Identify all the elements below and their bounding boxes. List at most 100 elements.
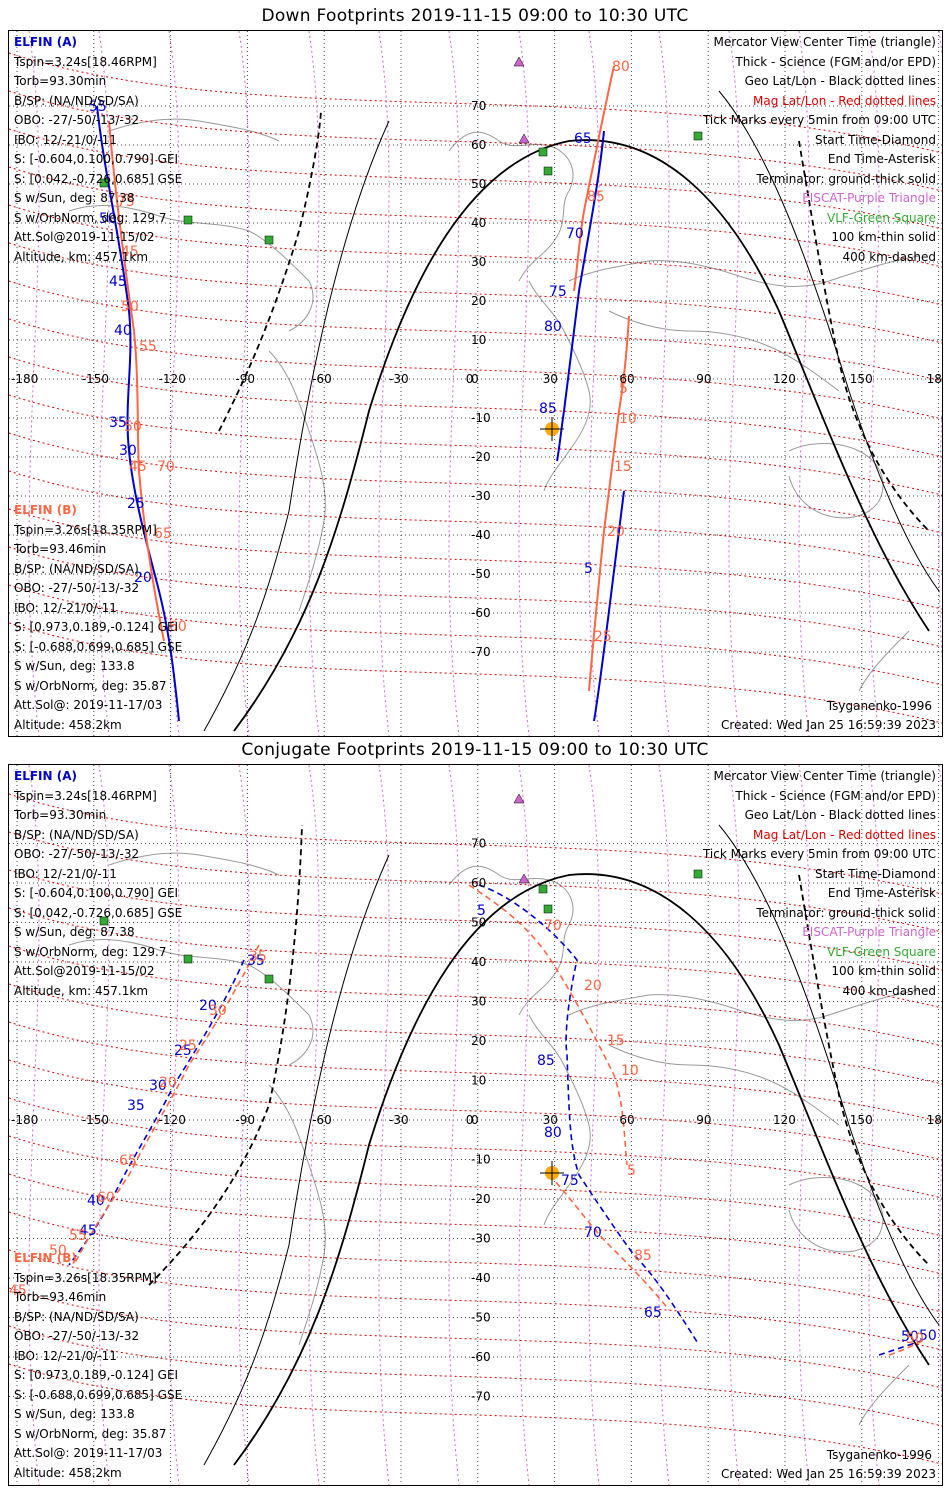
- lon-tick-label: 90: [696, 1113, 711, 1127]
- eiscat-markers: [513, 56, 530, 144]
- lat-tick-label: 50: [471, 916, 486, 930]
- lat-tick-label: 70: [471, 99, 486, 113]
- elfin-a-tick-label: 20: [199, 998, 217, 1014]
- lon-tick-label: 150: [850, 1113, 873, 1127]
- elfin-a-tick-label: 5: [584, 561, 593, 577]
- elfin-a-tick-label: 85: [539, 401, 557, 417]
- model-label: Tsyganenko-1996: [826, 699, 932, 713]
- lon-tick-label: 30: [543, 372, 558, 386]
- lat-tick-label: 60: [471, 876, 486, 890]
- elfin-a-tick-label: 80: [544, 1125, 562, 1141]
- elfin-a-tick-label: 20: [134, 570, 152, 586]
- legend-entry: Mercator View Center Time (triangle): [713, 35, 936, 49]
- info-line: Altitude, km: 457.1km: [14, 983, 149, 998]
- elfin-a-tick-label: 50: [99, 211, 117, 227]
- info-line: OBO: -27/-50/-13/-32: [14, 581, 140, 595]
- info-line: IBO: 12/-21/0/-11: [14, 1348, 117, 1363]
- elfin-a-tick-label: 30: [119, 443, 137, 459]
- lon-tick-label: -90: [235, 1113, 255, 1127]
- info-line: S: [0.973,0.189,-0.124] GEI: [14, 620, 179, 634]
- info-line: Tspin=3.26s[18.35RPM]: [14, 522, 157, 537]
- elfin-b-tick-label: 50: [124, 419, 142, 435]
- info-line: S w/OrbNorm, deg: 35.87: [14, 678, 167, 693]
- elfin-b-tick-label: 65: [154, 526, 172, 542]
- lat-tick-label: 40: [471, 955, 486, 969]
- legend-entry: Start Time-Diamond: [814, 866, 936, 881]
- elfin-b-tick-label: 65: [119, 1153, 137, 1169]
- lon-tick-label: -60: [312, 1113, 332, 1127]
- legend-entry: Geo Lat/Lon - Black dotted lines: [744, 808, 936, 822]
- info-line: S: [0.042,-0.726,0.685] GSE: [14, 905, 183, 920]
- lon-tick-label: 60: [619, 1113, 634, 1127]
- info-line: Altitude: 458.2km: [14, 1465, 122, 1480]
- vlf-markers: [99, 869, 703, 984]
- elfin-b-tick-label: 10: [621, 1063, 639, 1079]
- lon-tick-label: 180: [927, 372, 942, 386]
- elfin-b-tick-label: 25: [179, 1038, 197, 1054]
- lat-tick-label: -40: [471, 528, 491, 542]
- legend-entry: Thick - Science (FGM and/or EPD): [735, 788, 936, 803]
- geo-grid: [9, 765, 942, 1485]
- info-line: B/SP: (NA/ND/SD/SA): [14, 561, 139, 576]
- info-line: Altitude, km: 457.1km: [14, 249, 149, 264]
- info-line: OBO: -27/-50/-13/-32: [14, 1329, 140, 1343]
- legend-entry: Thick - Science (FGM and/or EPD): [735, 54, 936, 69]
- lat-tick-label: 20: [471, 1034, 486, 1048]
- info-line: S w/Sun, deg: 133.8: [14, 659, 135, 673]
- elfin-b-tick-label: 45: [9, 1283, 27, 1299]
- info-line: IBO: 12/-21/0/-11: [14, 600, 117, 615]
- legend-entry: Start Time-Diamond: [814, 132, 936, 147]
- info-line: Torb=93.46min: [14, 542, 107, 556]
- info-line: S: [0.042,-0.726,0.685] GSE: [14, 171, 183, 186]
- elfin-a-info: ELFIN (A) Tspin=3.24s[18.46RPM] Torb=93.30…: [14, 767, 182, 1001]
- lon-tick-label: 60: [619, 372, 634, 386]
- elfin-b-tick-label: 45: [121, 244, 139, 260]
- legend-entry: End Time-Asterisk: [827, 886, 936, 900]
- mag-lon-line: [658, 31, 670, 736]
- legend-entry: 100 km-thin solid: [831, 230, 936, 244]
- elfin-a-track: [96, 105, 625, 722]
- lat-tick-label: -60: [471, 1350, 491, 1364]
- lat-tick-label: -20: [471, 1192, 491, 1206]
- elfin-b-tick-label: 70: [544, 918, 562, 934]
- lon-tick-label: 90: [696, 372, 711, 386]
- legend-entry: End Time-Asterisk: [827, 152, 936, 166]
- info-line: Torb=93.46min: [14, 1290, 107, 1304]
- elfin-b-info: ELFIN (B) Tspin=3.26s[18.35RPM] Torb=93.46…: [14, 1249, 182, 1483]
- lon-tick-label: -120: [159, 372, 186, 386]
- legend-entry: EISCAT-Purple Triangle: [802, 925, 936, 939]
- lat-tick-label: -30: [471, 1232, 491, 1246]
- lon-tick-label: 180: [927, 1113, 942, 1127]
- elfin-b-tick-label: 5: [619, 381, 628, 397]
- elfin-a-tick-label: 50: [901, 1329, 919, 1345]
- legend: Mercator View Center Time (triangle) Thic…: [703, 767, 936, 1001]
- elfin-a-tick-label: 75: [549, 284, 567, 300]
- elfin-b-tick-label: 20: [584, 978, 602, 994]
- terminators: [148, 824, 940, 1466]
- mag-lon-line: [378, 31, 390, 736]
- legend-entry: 400 km-dashed: [842, 249, 936, 264]
- lat-tick-label: -10: [471, 1153, 491, 1167]
- lon-tick-label: -60: [312, 372, 332, 386]
- sun-marker: [540, 1161, 564, 1185]
- elfin-a-tick-label: 35: [109, 415, 127, 431]
- lat-tick-label: 70: [471, 837, 486, 851]
- elfin-b-tick-label: 35: [249, 949, 267, 965]
- spacecraft-name: ELFIN (A): [14, 35, 77, 49]
- elfin-b-tick-label: 45: [129, 459, 147, 475]
- elfin-b-tick-label: 5: [627, 1163, 636, 1179]
- mag-lon-line: [448, 31, 460, 736]
- info-line: OBO: -27/-50/-13/-32: [14, 847, 140, 861]
- info-line: Torb=93.30min: [14, 808, 107, 822]
- elfin-b-tick-label: 70: [157, 459, 175, 475]
- info-line: Att.Sol@2019-11-15/02: [14, 230, 155, 244]
- lat-tick-label: -20: [471, 450, 491, 464]
- elfin-b-tick-label: 50: [49, 1243, 67, 1259]
- model-label: Tsyganenko-1996: [826, 1448, 932, 1462]
- info-line: S w/Sun, deg: 133.8: [14, 1407, 135, 1421]
- legend-entry: Tick Marks every 5min from 09:00 UTC: [702, 113, 936, 127]
- geo-grid: [9, 31, 942, 736]
- lon-tick-label: -150: [82, 1113, 109, 1127]
- info-line: S w/Sun, deg: 87.38: [14, 191, 135, 205]
- lon-tick-label: -30: [389, 1113, 409, 1127]
